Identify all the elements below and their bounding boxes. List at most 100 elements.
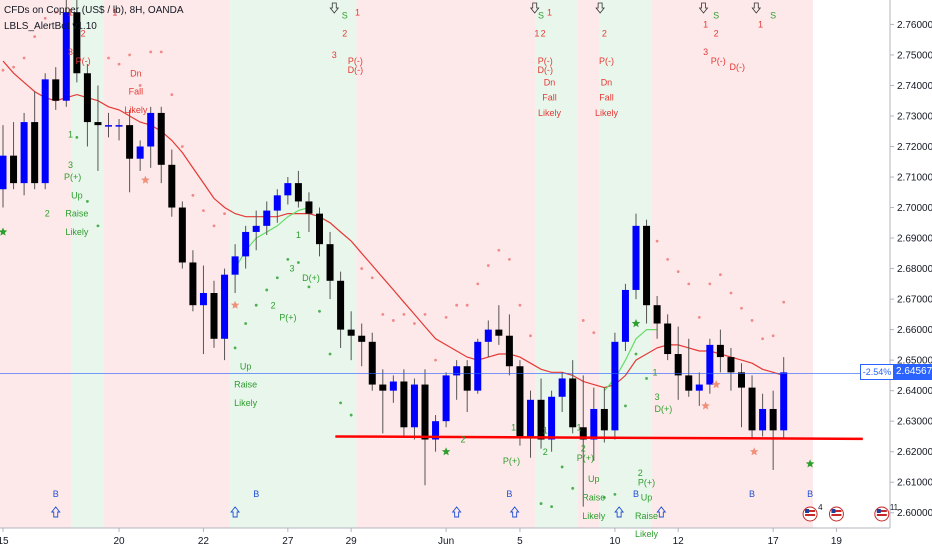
signal-label: Likely: [124, 105, 148, 115]
bull-candle: [0, 155, 7, 190]
bear-candle: [178, 207, 186, 263]
bear-candle: [316, 213, 323, 245]
bull-candle: [632, 225, 640, 290]
signal-label: P(-): [599, 56, 614, 66]
bull-candle: [41, 79, 49, 184]
bull-candle: [20, 122, 28, 184]
stop-dot: [170, 93, 174, 97]
stop-dot: [465, 303, 469, 307]
y-tick-label: 2.75000: [897, 50, 932, 61]
stop-dot: [159, 50, 163, 54]
signal-label: 1: [547, 7, 552, 17]
bear-candle: [126, 125, 134, 159]
bear-candle: [31, 122, 39, 184]
bear-candle: [537, 399, 545, 440]
trend-zone-down: [103, 0, 230, 528]
bull-candle: [548, 396, 556, 440]
x-tick-label: 20: [113, 536, 125, 547]
red-star-icon: [701, 401, 710, 410]
signal-label: D(+): [655, 404, 673, 414]
buy-arrow-icon: [614, 506, 625, 518]
x-tick-label: Jun: [438, 536, 454, 547]
signal-label: 2: [45, 209, 50, 219]
stop-dot: [307, 285, 311, 289]
stop-dot: [275, 276, 279, 280]
bull-candle: [484, 329, 492, 342]
stop-dot: [645, 377, 648, 380]
signal-label: P(-): [76, 56, 91, 66]
bear-candle: [10, 155, 18, 184]
stop-dot: [761, 337, 764, 341]
stop-dot: [244, 322, 248, 325]
bear-candle: [94, 122, 102, 126]
event-flag-stripe: [805, 510, 816, 512]
event-flag-canton: [876, 509, 881, 513]
bull-candle: [474, 341, 482, 391]
x-tick-label: 12: [673, 536, 685, 547]
bull-candle: [611, 341, 619, 431]
stop-dot: [138, 84, 142, 87]
stop-dot: [96, 224, 100, 228]
bull-candle: [759, 408, 767, 431]
stop-dot: [782, 300, 786, 304]
bull-candle: [706, 344, 714, 385]
stop-dot: [339, 401, 342, 405]
signal-label: 1: [758, 19, 763, 29]
stop-dot: [624, 404, 627, 408]
signal-label: Dn: [130, 68, 142, 78]
signal-label: 1: [68, 129, 73, 139]
signal-label: 2: [342, 29, 347, 39]
signal-label: 3: [655, 392, 660, 402]
signal-label: 2: [714, 29, 719, 39]
stop-dot: [508, 258, 511, 261]
stop-dot: [149, 50, 153, 54]
signal-label: 2: [602, 29, 607, 39]
bear-candle: [505, 335, 513, 367]
bull-candle: [147, 112, 155, 147]
stop-dot: [729, 291, 733, 295]
bear-candle: [716, 344, 724, 358]
buy-marker-label: B: [807, 489, 813, 499]
stop-dot: [529, 334, 532, 338]
stop-dot: [43, 16, 47, 20]
red-star-icon: [711, 380, 721, 389]
y-tick-label: 2.76000: [897, 20, 932, 31]
signal-label: Raise: [635, 511, 658, 521]
stop-dot: [550, 505, 553, 509]
x-tick-label: 27: [282, 536, 294, 547]
stop-dot: [708, 282, 712, 286]
buy-arrow-icon: [50, 506, 61, 518]
x-tick-label: 19: [831, 536, 843, 547]
stop-dot: [12, 65, 15, 69]
bull-candle: [231, 256, 239, 275]
bear-candle: [495, 329, 503, 336]
green-star-icon: [0, 227, 8, 236]
stop-dot: [349, 413, 353, 417]
stop-dot: [444, 316, 448, 319]
signal-label: S: [342, 10, 348, 20]
signal-label: D(+): [302, 273, 320, 283]
buy-marker-label: B: [749, 489, 755, 499]
signal-label: Fall: [599, 93, 614, 103]
bear-candle: [569, 378, 577, 428]
stop-dot: [223, 212, 226, 216]
green-star-icon: [631, 319, 641, 328]
buy-arrow-icon: [656, 506, 667, 518]
x-tick-label: 22: [198, 536, 210, 547]
signal-label: Raise: [65, 209, 88, 219]
bull-candle: [780, 372, 788, 431]
bull-candle: [263, 210, 271, 226]
trend-zone-up: [229, 0, 357, 528]
y-tick-label: 2.63000: [897, 417, 932, 428]
event-flag-canton: [805, 509, 810, 513]
stop-dot: [486, 264, 490, 267]
stop-dot: [254, 303, 258, 307]
stop-dot: [434, 358, 437, 362]
trend-zone-down: [0, 0, 72, 528]
y-tick-label: 2.60000: [897, 508, 932, 519]
signal-label: 1: [652, 367, 657, 377]
x-tick-label: 5: [517, 536, 523, 547]
signal-label: Up: [588, 474, 600, 484]
